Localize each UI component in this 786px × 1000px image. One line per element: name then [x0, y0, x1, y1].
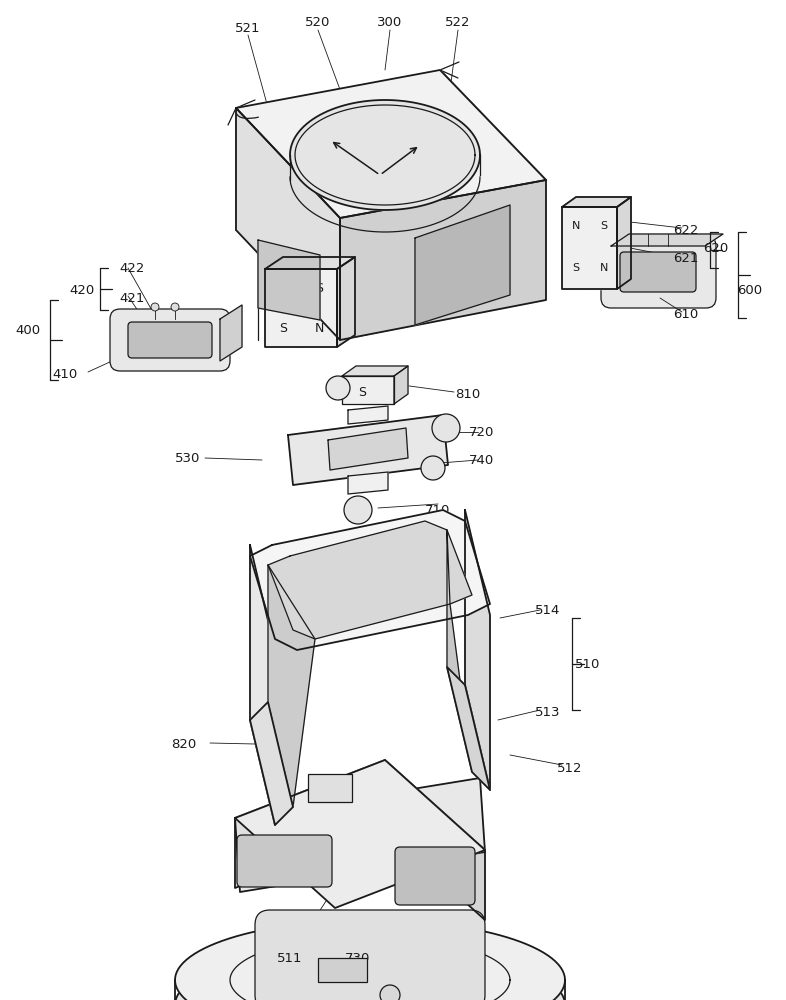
FancyBboxPatch shape — [128, 322, 212, 358]
Polygon shape — [258, 240, 320, 320]
Polygon shape — [348, 406, 388, 424]
Text: X: X — [315, 131, 325, 145]
Text: 400: 400 — [16, 324, 41, 336]
Polygon shape — [265, 257, 355, 269]
Text: S: S — [572, 263, 579, 273]
Text: 621: 621 — [674, 251, 699, 264]
FancyBboxPatch shape — [110, 309, 230, 371]
Polygon shape — [175, 945, 565, 1000]
Text: 810: 810 — [455, 388, 480, 401]
Text: N: N — [278, 282, 288, 294]
Polygon shape — [617, 197, 631, 289]
Text: 710: 710 — [425, 504, 450, 516]
Text: 820: 820 — [171, 738, 196, 752]
Polygon shape — [342, 376, 394, 404]
Polygon shape — [236, 108, 340, 340]
Polygon shape — [415, 205, 510, 325]
Polygon shape — [220, 305, 242, 361]
Text: 512: 512 — [557, 762, 582, 774]
Polygon shape — [288, 415, 448, 485]
Circle shape — [432, 414, 460, 442]
Circle shape — [171, 303, 179, 311]
Circle shape — [151, 303, 159, 311]
Polygon shape — [328, 428, 408, 470]
Polygon shape — [611, 234, 723, 246]
Text: 600: 600 — [737, 284, 762, 296]
Polygon shape — [342, 366, 408, 376]
Polygon shape — [385, 760, 485, 920]
Polygon shape — [175, 920, 565, 1000]
Text: 421: 421 — [119, 292, 145, 304]
Text: 511: 511 — [277, 952, 303, 964]
Text: S: S — [327, 786, 333, 796]
Text: 422: 422 — [119, 261, 145, 274]
Polygon shape — [340, 180, 546, 340]
Text: 520: 520 — [305, 15, 331, 28]
Polygon shape — [394, 366, 408, 404]
Text: S: S — [358, 385, 366, 398]
Polygon shape — [265, 269, 337, 347]
Text: 300: 300 — [377, 15, 402, 28]
Polygon shape — [348, 472, 388, 494]
Polygon shape — [250, 510, 490, 650]
Polygon shape — [235, 760, 485, 908]
Text: 420: 420 — [69, 284, 94, 296]
Polygon shape — [236, 70, 546, 218]
Text: 730: 730 — [345, 952, 371, 964]
FancyBboxPatch shape — [318, 958, 367, 982]
Circle shape — [421, 456, 445, 480]
Text: N: N — [314, 322, 324, 334]
FancyBboxPatch shape — [308, 774, 352, 802]
Text: 740: 740 — [469, 454, 494, 466]
FancyBboxPatch shape — [237, 835, 332, 887]
Text: S: S — [315, 282, 323, 294]
FancyBboxPatch shape — [395, 847, 475, 905]
Text: 720: 720 — [469, 426, 494, 438]
Text: 513: 513 — [535, 706, 560, 718]
Text: 521: 521 — [235, 21, 261, 34]
Text: 510: 510 — [575, 658, 601, 672]
Text: 622: 622 — [674, 224, 699, 236]
Polygon shape — [465, 510, 490, 790]
Text: 410: 410 — [53, 368, 78, 381]
Circle shape — [326, 376, 350, 400]
Text: N: N — [600, 263, 608, 273]
Circle shape — [380, 985, 400, 1000]
Polygon shape — [447, 667, 490, 790]
Polygon shape — [250, 545, 275, 825]
FancyBboxPatch shape — [620, 252, 696, 292]
Polygon shape — [290, 100, 480, 210]
Text: 610: 610 — [674, 308, 699, 322]
Polygon shape — [268, 521, 472, 639]
FancyBboxPatch shape — [601, 236, 716, 308]
Text: S: S — [601, 221, 608, 231]
Polygon shape — [562, 207, 617, 289]
Text: N: N — [571, 221, 580, 231]
Text: S: S — [279, 322, 287, 334]
Polygon shape — [235, 760, 385, 888]
FancyBboxPatch shape — [255, 910, 485, 1000]
Polygon shape — [235, 778, 485, 892]
Text: 530: 530 — [175, 452, 200, 464]
Polygon shape — [562, 197, 631, 207]
Polygon shape — [337, 257, 355, 347]
Text: Y: Y — [429, 135, 437, 149]
Polygon shape — [250, 702, 293, 825]
Text: 514: 514 — [535, 603, 560, 616]
Text: 620: 620 — [703, 241, 729, 254]
Polygon shape — [447, 530, 472, 772]
Polygon shape — [268, 565, 315, 807]
Circle shape — [344, 496, 372, 524]
Text: 522: 522 — [445, 15, 471, 28]
